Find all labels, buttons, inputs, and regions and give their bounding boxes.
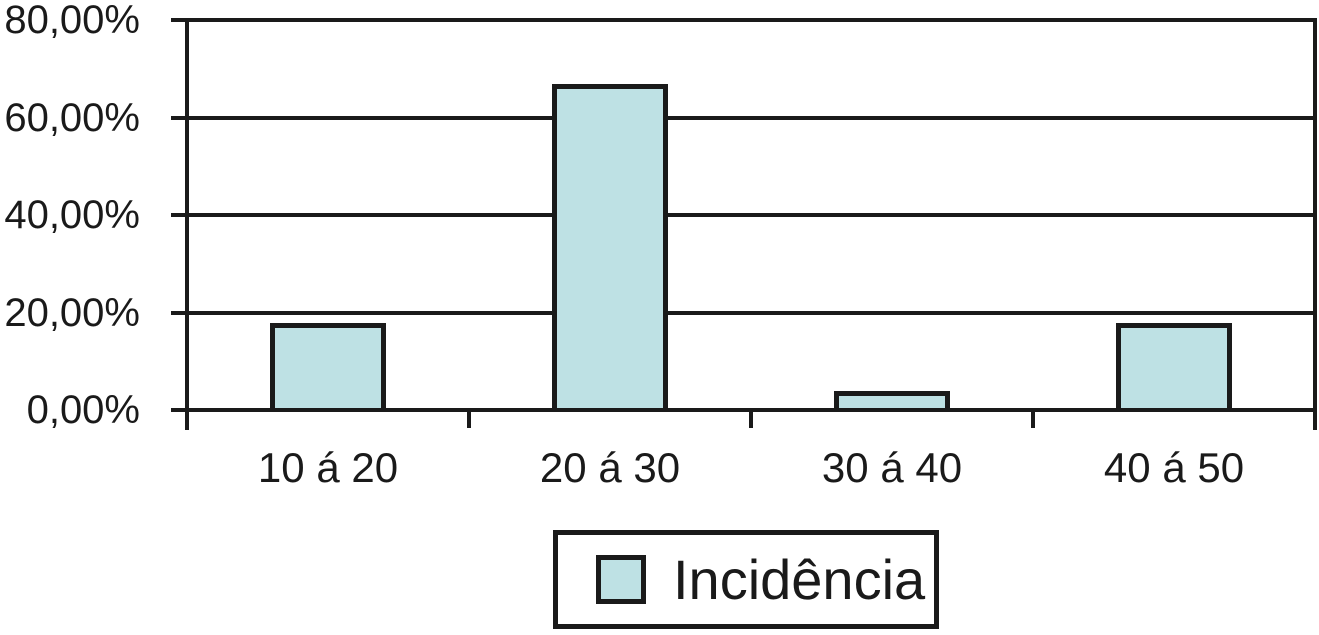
y-tick-label: 80,00% bbox=[4, 0, 140, 42]
gridline bbox=[185, 310, 1317, 315]
y-axis-tick bbox=[171, 115, 187, 120]
y-axis-tick bbox=[171, 18, 187, 22]
bar bbox=[270, 322, 386, 412]
y-axis-tick bbox=[171, 408, 187, 412]
x-axis-tick bbox=[749, 410, 753, 428]
gridline bbox=[185, 18, 1317, 22]
y-tick-label: 60,00% bbox=[4, 95, 140, 140]
x-tick-label: 40 á 50 bbox=[1103, 444, 1245, 491]
gridline bbox=[185, 213, 1317, 217]
y-tick-label: 20,00% bbox=[4, 290, 140, 335]
gridline bbox=[185, 115, 1317, 120]
bar bbox=[834, 390, 950, 412]
y-axis-tick bbox=[171, 310, 187, 315]
x-axis-tick bbox=[467, 410, 471, 428]
gridline bbox=[185, 408, 1317, 412]
x-tick-label: 20 á 30 bbox=[539, 444, 681, 491]
bar bbox=[1116, 322, 1232, 412]
legend-label: Incidência bbox=[673, 548, 926, 611]
legend: Incidência bbox=[553, 530, 939, 629]
y-axis-tick bbox=[171, 213, 187, 217]
legend-swatch bbox=[596, 555, 646, 604]
y-tick-label: 40,00% bbox=[4, 193, 140, 237]
x-tick-label: 10 á 20 bbox=[257, 444, 399, 491]
y-axis-line bbox=[185, 18, 189, 430]
plot-right-border bbox=[1313, 18, 1317, 430]
x-axis-tick bbox=[1031, 410, 1035, 428]
x-tick-label: 30 á 40 bbox=[821, 444, 963, 491]
y-tick-label: 0,00% bbox=[26, 388, 140, 432]
bar bbox=[552, 83, 668, 412]
